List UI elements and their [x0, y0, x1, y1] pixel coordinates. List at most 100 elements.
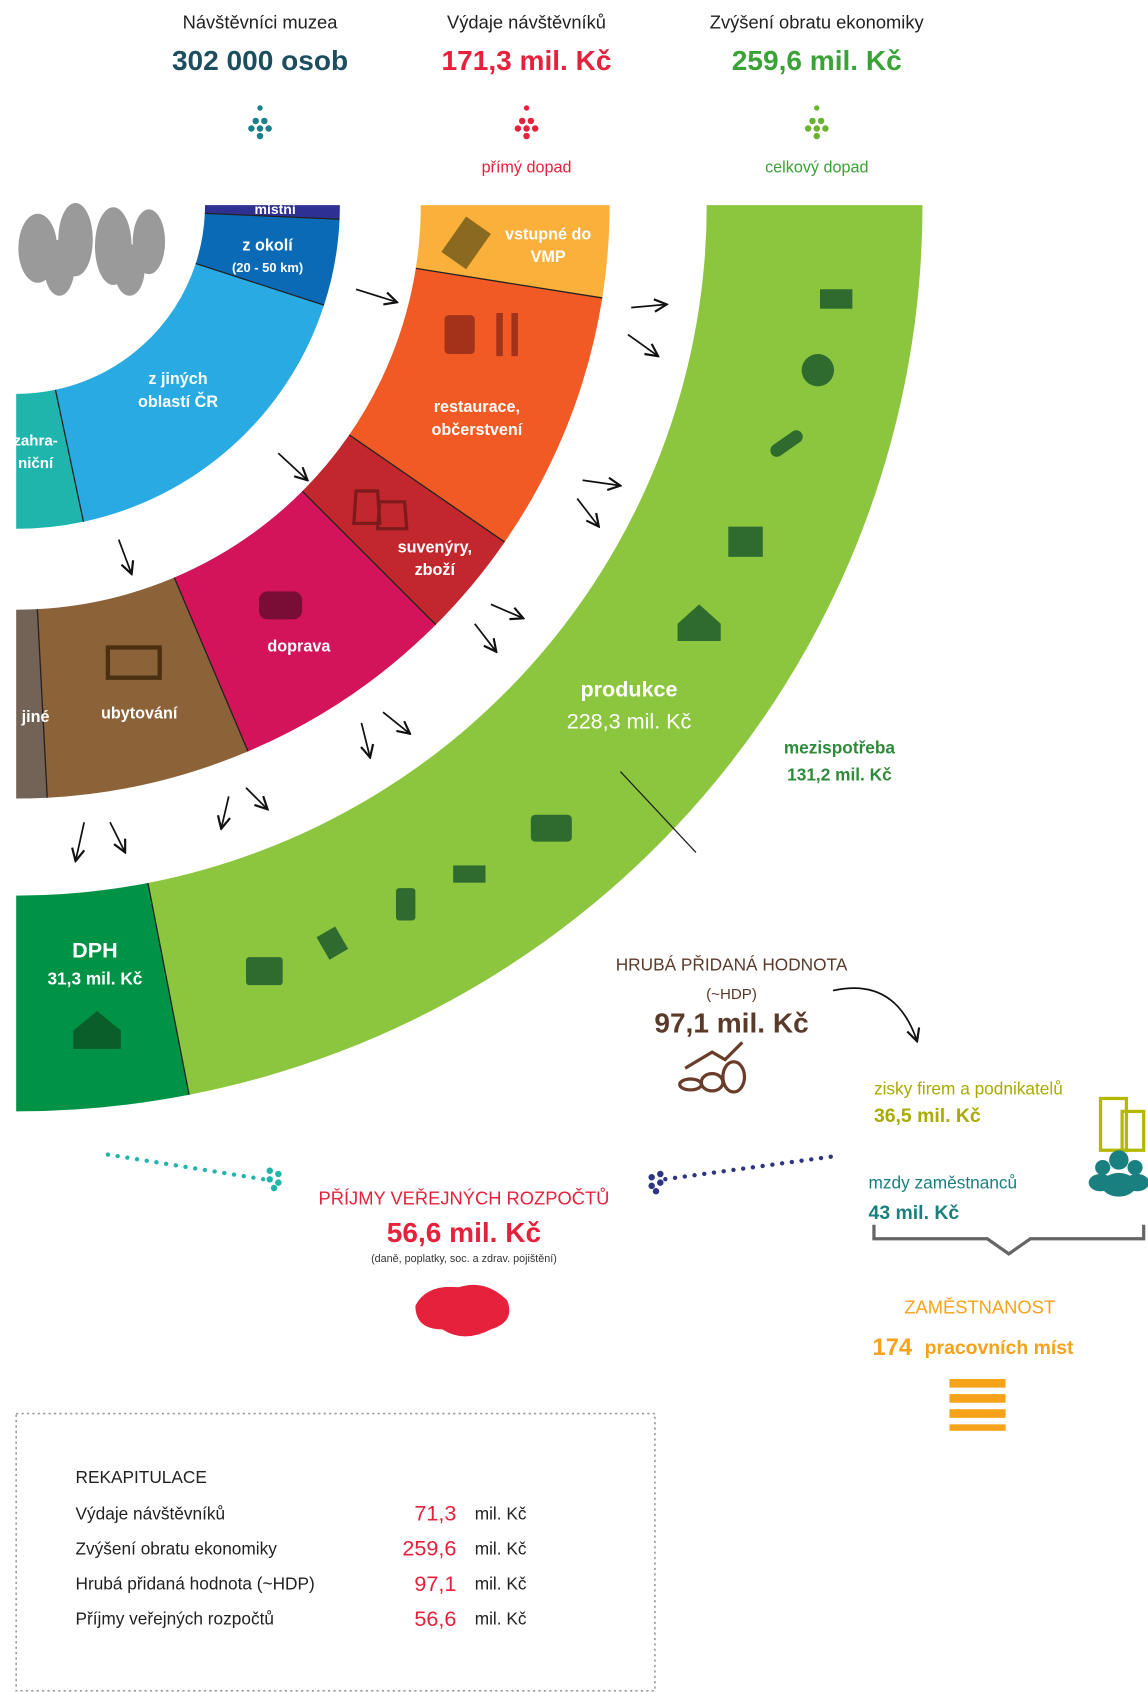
employment-value: 174 — [873, 1335, 913, 1361]
segment-divider — [36, 609, 48, 798]
segment-label: z jiných — [148, 370, 207, 388]
vat-label: DPH — [72, 937, 118, 962]
flow-arrows — [76, 288, 918, 1195]
crowd-icon — [18, 202, 166, 296]
arrow — [576, 498, 599, 527]
header-label: Zvýšení obratu ekonomiky — [710, 12, 925, 33]
arrow — [355, 288, 397, 302]
arrow — [490, 603, 523, 618]
misc-icons — [415, 1041, 1148, 1431]
segment-label: z okolí — [242, 236, 293, 254]
segment-restaurants — [349, 268, 603, 543]
segment-divider — [173, 577, 249, 752]
segment-label: niční — [18, 455, 54, 472]
header-note: přímý dopad — [482, 159, 572, 177]
gva-label: HRUBÁ PŘIDANÁ HODNOTA — [616, 954, 848, 974]
segment-accommodation — [37, 577, 249, 798]
header-note: celkový dopad — [765, 159, 868, 177]
recap-value: 97,1 — [414, 1571, 456, 1596]
czech-map — [415, 1284, 510, 1337]
segment-label: (20 - 50 km) — [232, 260, 303, 275]
intermediate-divider — [619, 771, 697, 853]
arrow — [582, 480, 621, 485]
arrow — [361, 722, 370, 758]
profits-label: zisky firem a podnikatelů — [874, 1078, 1063, 1098]
segment-divider — [147, 882, 190, 1095]
wages-label: mzdy zaměstnanců — [869, 1172, 1018, 1192]
dotted-arrow — [661, 1154, 833, 1182]
sector-icons — [73, 216, 853, 1049]
segment-label: suvenýry, — [398, 538, 472, 556]
texts: Návštěvníci muzea 302 000 osob Výdaje návš… — [13, 12, 1074, 1631]
recap-box — [15, 1412, 656, 1692]
header-value: 171,3 mil. Kč — [442, 45, 612, 76]
recap-title: REKAPITULACE — [76, 1467, 207, 1487]
segment-label: doprava — [267, 638, 331, 656]
arrow — [277, 452, 307, 480]
header-label: Návštěvníci muzea — [183, 12, 339, 33]
segment-label: restaurace, — [434, 398, 520, 416]
header-icons — [248, 105, 829, 140]
recap-value: 71,3 — [414, 1501, 456, 1526]
recap-label: Výdaje návštěvníků — [76, 1504, 226, 1524]
grape-icon — [648, 1170, 664, 1195]
arrow — [474, 623, 497, 652]
dotted-arrow — [105, 1152, 267, 1182]
arrow — [627, 333, 658, 357]
segment-divider — [204, 212, 340, 220]
segment-divider — [301, 490, 437, 626]
arrow — [117, 539, 132, 575]
arrow — [245, 787, 268, 810]
segment-label: vstupné do — [505, 226, 591, 244]
segment-divider — [195, 262, 325, 306]
production-value: 228,3 mil. Kč — [567, 709, 692, 734]
arrow — [832, 987, 917, 1041]
gva-value: 97,1 mil. Kč — [654, 1008, 808, 1039]
recap-label: Zvýšení obratu ekonomiky — [76, 1539, 278, 1559]
segment-divider — [54, 389, 85, 522]
segment-label: zboží — [415, 561, 456, 579]
recap-value: 259,6 — [402, 1536, 456, 1561]
arrow — [76, 822, 85, 861]
header-value: 302 000 osob — [172, 45, 348, 76]
segment-nearby — [195, 213, 340, 306]
arrow — [382, 711, 410, 734]
segment-foreign — [16, 389, 84, 529]
intermediate-value: 131,2 mil. Kč — [787, 764, 892, 784]
arrow — [221, 796, 229, 828]
arrow — [109, 821, 125, 852]
header-value: 259,6 mil. Kč — [732, 45, 902, 76]
segment-label: VMP — [531, 248, 566, 266]
recap-label: Hrubá přidaná hodnota (~HDP) — [76, 1574, 315, 1594]
budget-label: PŘÍJMY VEŘEJNÝCH ROZPOČTŮ — [318, 1188, 609, 1209]
recap-unit: mil. Kč — [475, 1609, 527, 1629]
segment-divider — [348, 434, 506, 543]
employment-unit: pracovních míst — [925, 1337, 1074, 1359]
segment-label: oblastí ČR — [138, 392, 218, 411]
production-label: produkce — [580, 676, 677, 701]
grape-icon — [266, 1167, 282, 1192]
recap-unit: mil. Kč — [475, 1504, 527, 1524]
segment-label: zahra- — [13, 432, 57, 449]
segment-label: místní — [254, 201, 296, 217]
segment-label: občerstvení — [432, 421, 523, 439]
recap-label: Příjmy veřejných rozpočtů — [76, 1609, 274, 1629]
segment-label: jiné — [21, 708, 50, 726]
segment-label: ubytování — [101, 705, 178, 723]
recap-unit: mil. Kč — [475, 1574, 527, 1594]
intermediate-label: mezispotřeba — [784, 737, 896, 757]
budget-value: 56,6 mil. Kč — [387, 1217, 541, 1248]
employment-label: ZAMĚSTNANOST — [904, 1297, 1055, 1318]
budget-note: (daně, poplatky, soc. a zdrav. pojištění… — [371, 1253, 557, 1265]
segment-transport — [174, 491, 436, 752]
profits-value: 36,5 mil. Kč — [874, 1105, 981, 1127]
segment-vat — [16, 882, 190, 1112]
segment-divider — [415, 267, 603, 299]
header-label: Výdaje návštěvníků — [447, 12, 606, 33]
vat-value: 31,3 mil. Kč — [47, 968, 142, 988]
recap-unit: mil. Kč — [475, 1539, 527, 1559]
gva-sublabel: (~HDP) — [706, 986, 757, 1003]
arrow — [631, 304, 667, 307]
